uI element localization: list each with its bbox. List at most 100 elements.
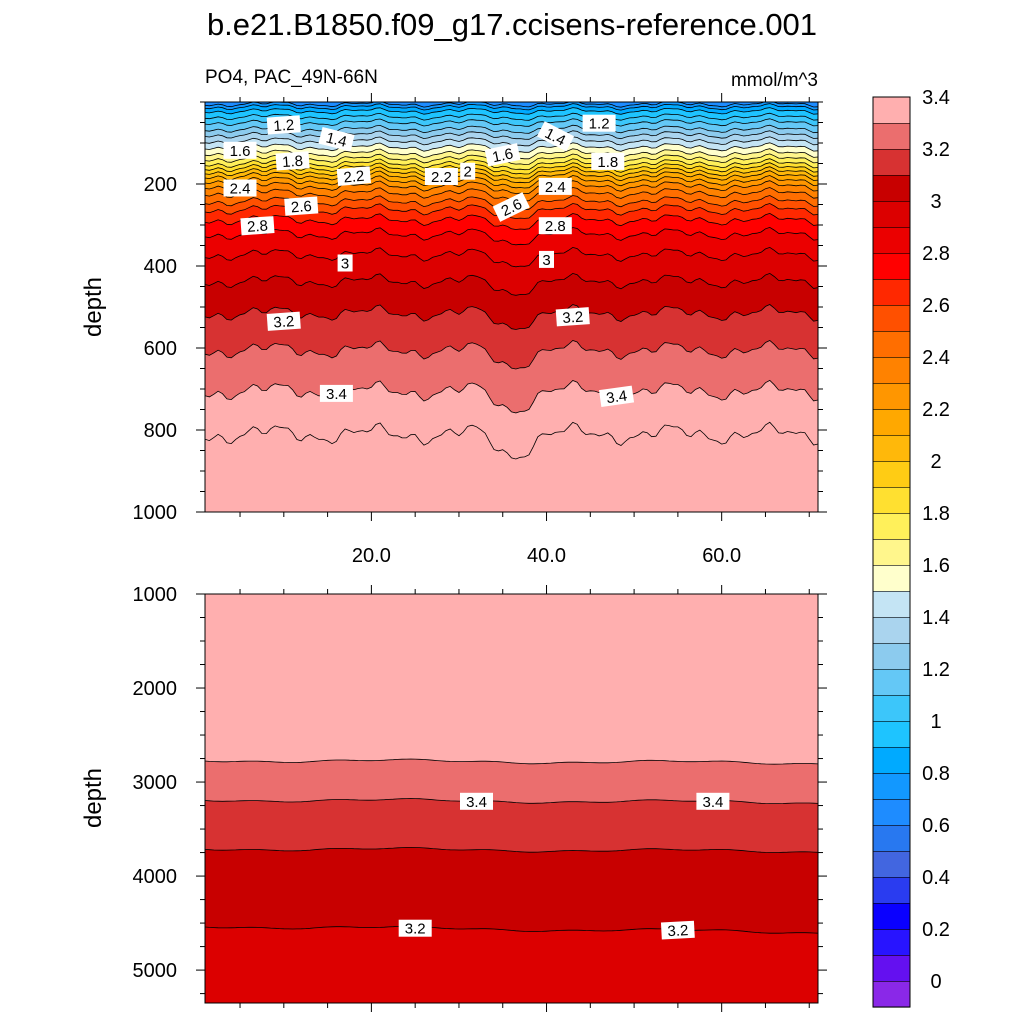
contour-label-text: 3.2 — [405, 921, 426, 938]
contour-label-text: 1.2 — [589, 116, 610, 133]
lower-fill-band — [205, 926, 818, 1003]
colorbar-box — [872, 954, 911, 982]
contour-label-bg — [599, 385, 635, 408]
upper-contour-line — [205, 212, 818, 230]
contour-label: 3 — [539, 250, 554, 269]
y-tick-label: 2000 — [133, 678, 178, 700]
colorbar-box — [872, 590, 911, 618]
contour-label-bg — [284, 196, 319, 216]
upper-contour-line — [205, 246, 818, 268]
upper-contour-line — [205, 124, 818, 134]
colorbar-box — [872, 538, 911, 566]
lower-y-axis-title: depth — [80, 768, 107, 828]
contour-label-bg — [591, 152, 625, 170]
upper-contour-line — [205, 379, 818, 414]
upper-fill-band — [205, 422, 818, 512]
contour-label: 1.8 — [591, 152, 625, 171]
colorbar-box — [872, 486, 911, 514]
colorbar-box — [872, 226, 911, 254]
y-tick-label: 1000 — [133, 584, 178, 606]
colorbar-label: 1.2 — [922, 659, 950, 681]
contour-label: 1.4 — [318, 126, 355, 152]
contour-label: 2.6 — [284, 196, 319, 216]
colorbar-box — [872, 304, 911, 332]
contour-label-bg — [266, 311, 301, 331]
contour-label-text: 2 — [464, 164, 472, 181]
colorbar-box — [872, 174, 911, 202]
contour-label-text: 1.2 — [273, 117, 295, 135]
contour-label-bg — [336, 166, 372, 187]
contour-label-bg — [484, 143, 521, 167]
colorbar-label: 0.4 — [922, 867, 950, 889]
upper-contour-line — [205, 340, 818, 370]
contour-label: 2.8 — [538, 217, 572, 235]
colorbar-box — [872, 616, 911, 644]
lower-panel-ticks — [196, 585, 827, 1012]
contour-label-text: 1.8 — [597, 154, 618, 171]
upper-contour-line — [205, 170, 818, 184]
colorbar-labels: 3.4 3.2 3 2.8 2.6 2.4 2.2 2 1.8 1.6 1.4 1.2 1 0.8 0.6 0… — [922, 87, 950, 993]
contour-label-text: 3.2 — [273, 313, 295, 331]
y-tick-label: 600 — [144, 338, 177, 360]
colorbar-box — [872, 928, 911, 956]
colorbar-frame — [872, 96, 911, 1008]
contour-label-bg — [223, 179, 257, 197]
lower-panel-y-tick-labels: 1000 2000 3000 4000 5000 — [133, 584, 178, 982]
x-tick-label: 60.0 — [702, 545, 741, 567]
colorbar-box — [872, 382, 911, 410]
upper-contour-line — [205, 180, 818, 195]
upper-contour-line — [205, 166, 818, 179]
contour-label-text: 3.2 — [667, 922, 689, 940]
colorbar-box — [872, 642, 911, 670]
contour-label-bg — [223, 141, 257, 159]
colorbar-box — [872, 720, 911, 748]
colorbar-box — [872, 278, 911, 306]
lower-panel-fill — [205, 594, 818, 1003]
colorbar — [872, 96, 911, 1008]
contour-label-text: 2.2 — [431, 169, 452, 186]
contour-label: 1.6 — [223, 141, 257, 160]
upper-contour-line — [205, 175, 818, 189]
x-tick-label: 20.0 — [352, 545, 391, 567]
colorbar-box — [872, 148, 911, 176]
upper-contour-line — [205, 103, 818, 111]
colorbar-box — [872, 460, 911, 488]
colorbar-label: 2 — [930, 451, 941, 473]
contour-label-bg — [539, 250, 554, 268]
contour-label-bg — [337, 254, 353, 272]
y-tick-label: 400 — [144, 256, 177, 278]
contour-label: 3.4 — [460, 792, 493, 811]
contour-label: 2.4 — [223, 179, 257, 198]
contour-label: 2 — [460, 162, 476, 181]
contour-label: 3.2 — [660, 920, 695, 940]
contour-label: 1.8 — [275, 151, 310, 171]
colorbar-box — [872, 850, 911, 878]
colorbar-label: 1.4 — [922, 607, 950, 629]
contour-label: 3 — [337, 254, 353, 273]
contour-label-text: 2.8 — [247, 217, 269, 235]
colorbar-box — [872, 564, 911, 592]
contour-label-bg — [696, 792, 730, 810]
contour-label-text: 2.6 — [290, 198, 312, 216]
upper-contour-line — [205, 304, 818, 330]
colorbar-label: 0.2 — [922, 919, 950, 941]
contour-label-bg — [538, 177, 572, 195]
contour-label: 3.4 — [599, 385, 635, 408]
contour-label-text: 3.2 — [562, 309, 584, 327]
y-tick-label: 1000 — [133, 502, 178, 524]
lower-contour-line — [205, 925, 818, 934]
colorbar-label: 2.4 — [922, 347, 950, 369]
colorbar-box — [872, 980, 911, 1008]
contour-label: 2.8 — [240, 216, 275, 236]
contour-label-bg — [492, 192, 530, 222]
chart-title: b.e21.B1850.f09_g17.ccisens-reference.00… — [207, 7, 817, 42]
upper-contour-line — [205, 102, 818, 108]
upper-contour-line — [205, 112, 818, 121]
y-tick-label: 4000 — [133, 866, 178, 888]
upper-contour-line — [205, 272, 818, 296]
colorbar-box — [872, 798, 911, 826]
upper-panel-y-tick-labels: 200 400 600 800 1000 — [133, 174, 178, 524]
contour-label-text: 2.2 — [343, 168, 365, 187]
contour-label: 3.2 — [266, 311, 301, 332]
contour-label-bg — [275, 151, 310, 171]
